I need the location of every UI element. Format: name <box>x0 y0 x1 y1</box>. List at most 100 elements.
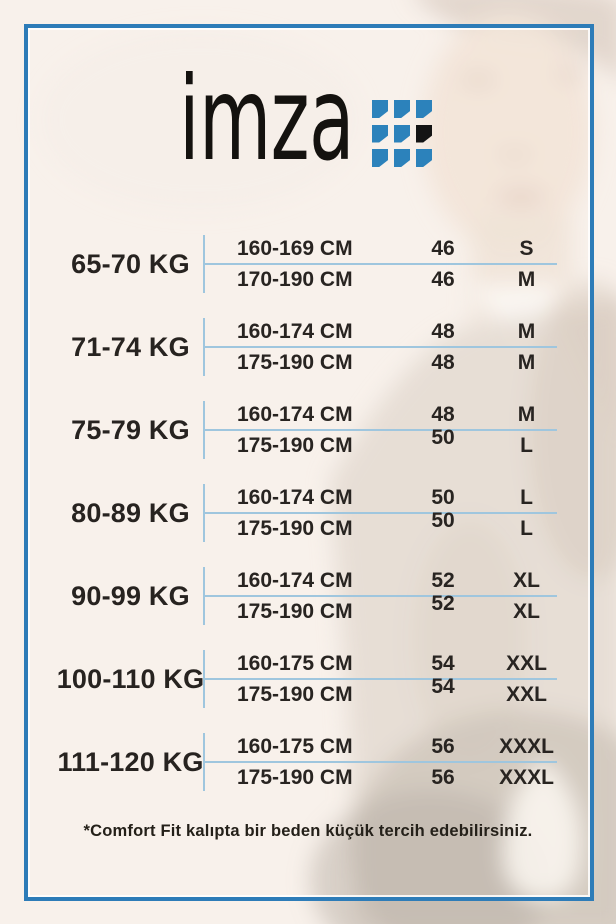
comfort-fit-note: *Comfort Fit kalıpta bir beden küçük ter… <box>83 822 533 840</box>
size-group: 90-99 KG 160-174 CM 52 XL 175-190 CM 52 … <box>58 565 560 627</box>
size-number: 56 <box>431 765 455 789</box>
weight-range: 75-79 KG <box>71 414 190 445</box>
height-range: 160-169 CM <box>237 236 353 260</box>
size-row: 160-174 CM 48 M <box>203 318 560 345</box>
row-divider <box>203 429 557 431</box>
weight-range: 90-99 KG <box>71 580 190 611</box>
size-group: 100-110 KG 160-175 CM 54 XXL 175-190 CM … <box>56 648 560 710</box>
size-row: 160-175 CM 56 XXXL <box>203 733 560 760</box>
size-row: 160-174 CM 52 XL <box>203 567 560 594</box>
grid-cell-icon <box>394 100 410 118</box>
pocket-square-shape <box>503 760 581 900</box>
size-number: 52 <box>431 591 455 615</box>
row-divider <box>203 346 557 348</box>
size-letter: L <box>520 433 533 457</box>
weight-range: 65-70 KG <box>71 248 190 279</box>
size-number: 48 <box>431 402 455 426</box>
size-row: 160-175 CM 54 XXL <box>203 650 560 677</box>
weight-range: 100-110 KG <box>56 663 205 694</box>
grid-cell-icon <box>416 149 432 167</box>
group-rows: 160-174 CM 48 M 175-190 CM 48 M <box>203 316 560 378</box>
grid-cell-icon <box>416 124 432 143</box>
row-divider <box>203 263 557 265</box>
size-row: 175-190 CM 50 L <box>203 426 560 459</box>
size-letter: M <box>517 319 536 343</box>
size-letter: M <box>517 350 536 374</box>
size-row: 160-174 CM 48 M <box>203 401 560 428</box>
size-group: 80-89 KG 160-174 CM 50 L 175-190 CM 50 L <box>58 482 560 544</box>
height-range: 160-174 CM <box>237 402 353 426</box>
size-group: 111-120 KG 160-175 CM 56 XXXL 175-190 CM… <box>57 731 560 793</box>
face-shape <box>422 14 594 250</box>
size-row: 160-174 CM 50 L <box>203 484 560 511</box>
collar-shape <box>468 284 566 346</box>
weight-range: 80-89 KG <box>71 497 190 528</box>
size-group: 65-70 KG 160-169 CM 46 S 170-190 CM 46 M <box>58 233 560 295</box>
size-row: 175-190 CM 52 XL <box>203 592 560 625</box>
weight-range: 71-74 KG <box>71 331 190 362</box>
grid-cell-icon <box>394 149 410 167</box>
size-row: 175-190 CM 48 M <box>203 349 560 376</box>
size-letter: XXXL <box>499 765 554 789</box>
grid-cell-icon <box>372 100 388 118</box>
size-letter: L <box>520 485 533 509</box>
size-letter: XXL <box>506 682 547 706</box>
size-row: 170-190 CM 46 M <box>203 266 560 293</box>
size-number: 48 <box>431 319 455 343</box>
size-group: 71-74 KG 160-174 CM 48 M 175-190 CM 48 M <box>58 316 560 378</box>
row-divider <box>203 678 557 680</box>
height-range: 160-174 CM <box>237 319 353 343</box>
size-letter: XXXL <box>499 734 554 758</box>
size-number: 46 <box>431 236 455 260</box>
size-letter: XL <box>513 568 540 592</box>
size-table: 65-70 KG 160-169 CM 46 S 170-190 CM 46 M… <box>56 233 560 814</box>
height-range: 175-190 CM <box>237 765 353 789</box>
row-divider <box>203 595 557 597</box>
size-group: 75-79 KG 160-174 CM 48 M 175-190 CM 50 L <box>58 399 560 461</box>
size-number: 54 <box>431 651 455 675</box>
size-number: 56 <box>431 734 455 758</box>
size-letter: S <box>519 236 534 260</box>
grid-cell-icon <box>372 149 388 167</box>
height-range: 160-174 CM <box>237 485 353 509</box>
size-number: 52 <box>431 568 455 592</box>
size-row: 175-190 CM 50 L <box>203 509 560 542</box>
size-number: 50 <box>431 425 455 449</box>
size-row: 175-190 CM 54 XXL <box>203 675 560 708</box>
size-number: 50 <box>431 485 455 509</box>
height-range: 175-190 CM <box>237 599 353 623</box>
size-row: 175-190 CM 56 XXXL <box>203 764 560 791</box>
size-letter: XXL <box>506 651 547 675</box>
height-range: 170-190 CM <box>237 267 353 291</box>
size-letter: M <box>517 267 536 291</box>
logo-grid-icon <box>372 100 432 167</box>
size-number: 46 <box>431 267 455 291</box>
size-number: 54 <box>431 674 455 698</box>
size-letter: L <box>520 516 533 540</box>
group-rows: 160-174 CM 48 M 175-190 CM 50 L <box>203 399 560 461</box>
size-number: 50 <box>431 508 455 532</box>
row-divider <box>203 512 557 514</box>
height-range: 160-175 CM <box>237 734 353 758</box>
brand-logo-text: imza <box>179 52 354 187</box>
group-rows: 160-175 CM 54 XXL 175-190 CM 54 XXL <box>203 648 560 710</box>
group-rows: 160-169 CM 46 S 170-190 CM 46 M <box>203 233 560 295</box>
row-divider <box>203 761 557 763</box>
size-letter: M <box>517 402 536 426</box>
height-range: 175-190 CM <box>237 433 353 457</box>
size-letter: XL <box>513 599 540 623</box>
height-range: 175-190 CM <box>237 350 353 374</box>
group-rows: 160-175 CM 56 XXXL 175-190 CM 56 XXXL <box>203 731 560 793</box>
grid-cell-icon <box>416 100 432 118</box>
grid-cell-icon <box>372 124 388 143</box>
size-number: 48 <box>431 350 455 374</box>
size-row: 160-169 CM 46 S <box>203 235 560 262</box>
height-range: 160-174 CM <box>237 568 353 592</box>
height-range: 175-190 CM <box>237 682 353 706</box>
group-rows: 160-174 CM 52 XL 175-190 CM 52 XL <box>203 565 560 627</box>
weight-range: 111-120 KG <box>57 746 204 777</box>
grid-cell-icon <box>394 124 410 143</box>
group-rows: 160-174 CM 50 L 175-190 CM 50 L <box>203 482 560 544</box>
